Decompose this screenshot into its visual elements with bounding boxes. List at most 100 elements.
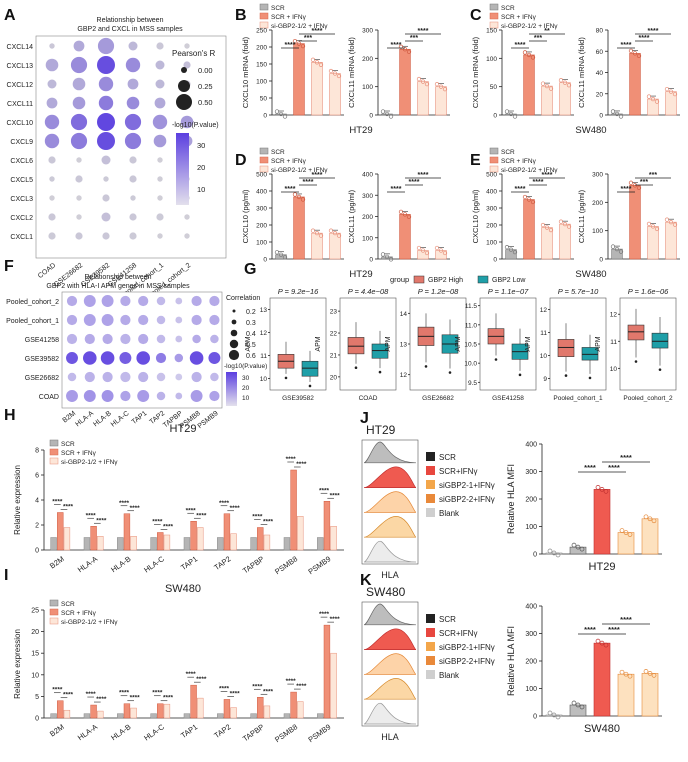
panel-f-dot [119, 352, 132, 364]
panel-k-bar-point [623, 671, 629, 677]
panel-c-left-sig-label: *** [534, 35, 542, 42]
panel-j-bar-point [551, 550, 557, 556]
panel-j-bar-y-tick-label: 200 [525, 497, 537, 504]
panel-i-y-tick-label: 15 [31, 651, 39, 658]
panel-g-y-label: APM [385, 336, 392, 351]
panel-g-pvalue: P = 4.4e−08 [348, 287, 389, 296]
panel-f-dot [120, 333, 131, 345]
panel-h-bar [317, 537, 324, 551]
panel-d-right-y-tick-label: 200 [362, 214, 373, 221]
panel-k-bar-y-label: Relative HLA MFI [506, 626, 516, 696]
panel-a-dot [75, 175, 83, 183]
panel-k-bar-point [619, 669, 625, 675]
panel-f-col-label: HLA-B [92, 410, 113, 428]
panel-b-right-sig-label: **** [418, 28, 429, 35]
panel-c-right-bar [629, 53, 641, 116]
panel-g-box [557, 339, 575, 357]
panel-h-sig-label: **** [263, 519, 274, 526]
panel-j-bar-point [647, 516, 653, 522]
panel-i-bar [117, 713, 124, 719]
panel-h-bar [183, 537, 191, 551]
panel-d-left-point [310, 228, 316, 233]
panel-e-right-point [650, 224, 656, 229]
panel-a-dot [49, 195, 55, 201]
panel-b-left-y-label: CXCL10 mRNA (fold) [241, 36, 250, 108]
panel-a-row-label: CXCL10 [7, 120, 34, 127]
panel-a-dot [184, 233, 190, 239]
panel-g-y-tick-label: 9.5 [468, 380, 477, 387]
panel-h-legend-swatch [49, 439, 59, 447]
panel-g-outlier [634, 360, 638, 363]
panel-g-frame [619, 297, 677, 391]
panel-i-bar [263, 705, 271, 719]
panel-d-left-point [274, 250, 280, 255]
panel-a-dot [127, 78, 139, 90]
panel-a-dot [180, 115, 194, 129]
panel-i-bar [330, 652, 337, 719]
panel-e-left-y-tick-label: 300 [486, 206, 497, 213]
panel-b-legend-swatch [259, 3, 269, 11]
panel-b-right-bar [435, 86, 447, 116]
panel-g-y-tick-label: 12 [260, 330, 268, 337]
panel-g-legend-high: GBP2 High [428, 277, 463, 284]
panel-j-legend-label: SCR+IFNγ [439, 467, 477, 476]
panel-i-y-tick-label: 10 [31, 672, 39, 679]
panel-i-sig-label: **** [130, 695, 141, 702]
panel-d-right-bar [417, 250, 429, 260]
panel-i-sig-label: **** [152, 690, 163, 697]
panel-h-bar [323, 501, 331, 551]
panel-d-right-sig-label: **** [391, 186, 402, 193]
panel-a-row-label: CXCL13 [7, 63, 34, 70]
panel-j-legend-label: Blank [439, 509, 460, 518]
panel-a-dot [157, 176, 163, 182]
panel-a: Relationship between GBP2 and CXCL in MSS… [7, 17, 227, 300]
panel-f-row-label: Pooled_cohort_2 [6, 299, 59, 306]
panel-e-left-point [566, 224, 572, 229]
panel-b-left-point [318, 62, 324, 67]
panel-c-right-point [646, 94, 652, 99]
panel-k-sig-label: **** [608, 625, 620, 634]
panel-j-histogram-curve [363, 441, 417, 464]
panel-c-right-y-tick-label: 20 [596, 91, 604, 98]
panel-k: SW480 HLA SCR SCR+IFNγ siGBP2-1+IFNγ siGBP2-2… [361, 585, 662, 742]
panel-g-y-tick-label: 11 [540, 330, 547, 337]
panel-d-legend-swatch [259, 147, 269, 155]
panel-c-right-point [664, 86, 670, 92]
panel-d-left-point [328, 228, 334, 233]
panel-d-left-bar [329, 232, 341, 260]
panel-d-right-point [438, 248, 444, 253]
panel-j-bar-y-tick-label: 0 [533, 552, 537, 559]
panel-f-dot [120, 314, 131, 326]
panel-j-bar-point [643, 514, 649, 520]
panel-c-legend-label: SCR + IFNγ [501, 14, 537, 21]
panel-i-bar [50, 713, 57, 719]
panel-k-bar-point [595, 638, 601, 644]
panel-e-right-y-tick-label: 0 [599, 257, 603, 264]
panel-g-y-tick-label: 10 [260, 376, 268, 383]
panel-letter-B: B [235, 7, 247, 24]
panel-i-x-label: PSMB9 [306, 722, 332, 744]
panel-g-outlier [308, 384, 312, 388]
panel-c-legend-label: SCR [501, 5, 515, 12]
panel-j-bar [617, 532, 635, 555]
panel-e-cell-label: SW480 [575, 269, 606, 280]
panel-f-row-label: GSE26682 [25, 375, 59, 382]
panel-g-x-label: COAD [359, 395, 378, 402]
panel-d-right-bar [399, 214, 411, 260]
panel-d-left-y-tick-label: 300 [256, 206, 267, 213]
panel-g-y-tick-label: 9 [543, 376, 547, 383]
panel-f-dot [156, 315, 166, 325]
panel-f-size-legend-label: 0.4 [246, 331, 256, 338]
panel-e-left-point [562, 221, 568, 227]
panel-e-right-point [664, 217, 670, 222]
panel-e-left-bar [505, 249, 517, 260]
panel-i-bar [157, 703, 164, 719]
panel-h-legend-label: SCR + IFNγ [61, 450, 97, 457]
panel-c-legend-label: si-GBP2-1/2 + IFNγ [501, 23, 558, 30]
panel-i-bar [97, 710, 104, 719]
panel-e-right-sig-label: **** [621, 186, 632, 193]
panel-g-y-tick-label: 11 [610, 339, 617, 346]
panel-e-right-point [610, 244, 616, 249]
panel-h-x-label: TAP1 [179, 554, 199, 572]
panel-f-dot [192, 334, 201, 344]
